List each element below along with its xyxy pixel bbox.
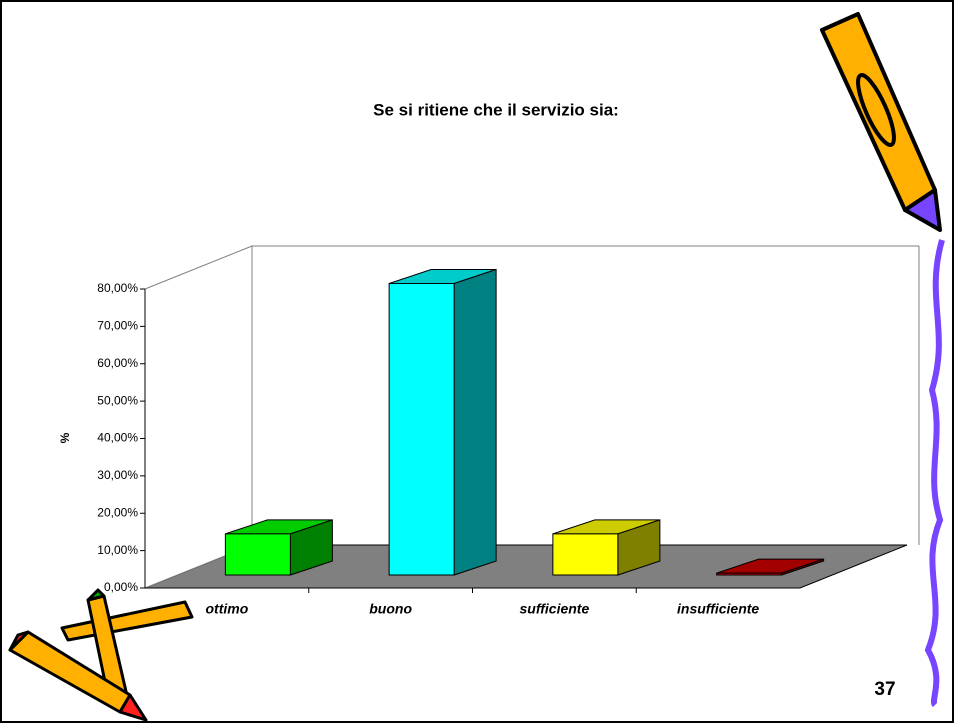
bar-group (224, 519, 333, 576)
bar-group (716, 558, 825, 576)
y-tick-label: 80,00% (97, 281, 138, 295)
bar-group (552, 519, 661, 576)
pencils-decoration (8, 588, 194, 722)
x-tick-label: buono (369, 601, 412, 617)
bar-group (388, 268, 497, 576)
pencil-decoration (820, 12, 942, 232)
y-tick-label: 0,00% (104, 580, 138, 594)
page-number: 37 (874, 679, 895, 700)
x-tick-label: insufficiente (677, 601, 759, 617)
y-tick-label: 70,00% (97, 319, 138, 333)
y-tick-label: 50,00% (97, 393, 138, 407)
bar (716, 572, 783, 576)
x-tick-label: ottimo (205, 601, 248, 617)
y-tick-label: 40,00% (97, 431, 138, 445)
y-tick-label: 30,00% (97, 468, 138, 482)
bar (224, 533, 291, 576)
y-tick-label: 60,00% (97, 356, 138, 370)
bar (552, 533, 619, 576)
bar (388, 282, 455, 576)
y-tick-label: 10,00% (97, 543, 138, 557)
squiggle-decoration (924, 239, 945, 708)
x-tick-label: sufficiente (519, 601, 589, 617)
bar-side (453, 268, 497, 576)
plot-area: 0,00% 10,00% 20,00% 30,00% 40,00% 50,00% 60,00… (97, 245, 920, 617)
y-axis-label: % (58, 432, 72, 443)
y-tick-label: 20,00% (97, 505, 138, 519)
chart-title: Se si ritiene che il servizio sia: (373, 100, 619, 119)
